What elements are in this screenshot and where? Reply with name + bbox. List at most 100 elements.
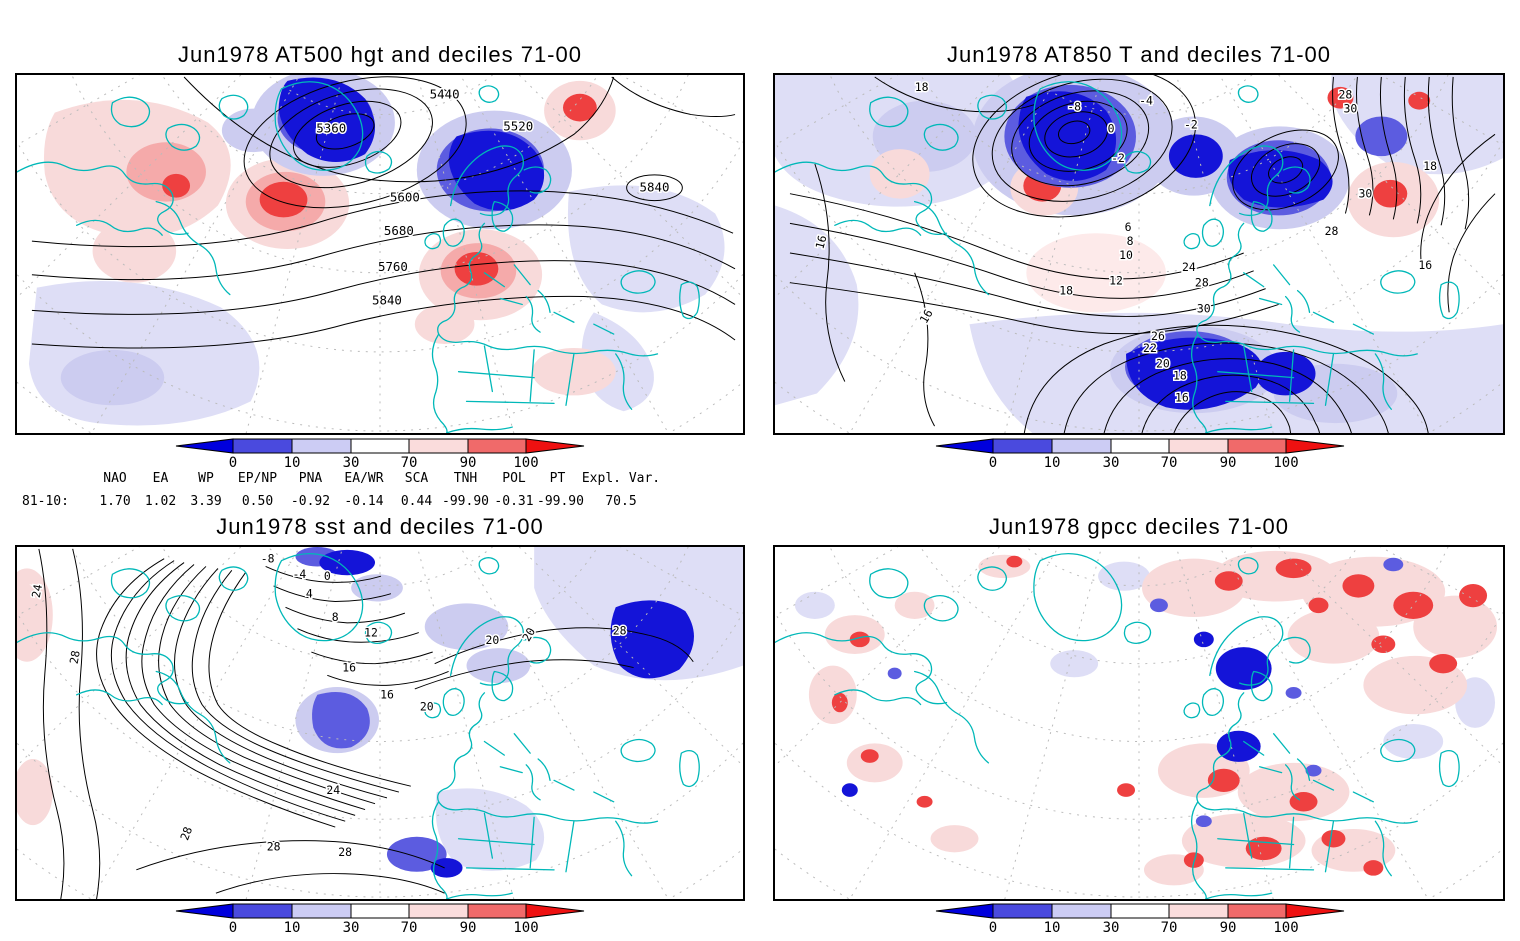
contour-label: 28: [613, 625, 627, 638]
contour-label: -8: [1067, 100, 1081, 114]
contour-label: 24: [30, 583, 45, 599]
contour-label: 16: [1418, 258, 1432, 272]
map-at500: 5440 5360 5520 5600 5680 5760 5840 5840: [17, 75, 743, 433]
tick-label: 70: [1160, 920, 1178, 936]
tick-label: 90: [459, 920, 477, 936]
indices-values-row: 81-10: 1.70 1.02 3.39 0.50 -0.92 -0.14 0…: [22, 493, 664, 510]
contour-label: 16: [812, 234, 829, 251]
colorbar-gpcc: 0 10 30 70 90 100: [935, 903, 1345, 941]
contour-label: -4: [1139, 94, 1153, 108]
panel-title-gpcc: Jun1978 gpcc deciles 71-00: [989, 514, 1289, 539]
contour-label: 5680: [384, 223, 414, 238]
contour-label: 28: [338, 846, 352, 859]
tick-label: 10: [1043, 455, 1061, 471]
tick-label: 100: [513, 920, 539, 936]
colorbar-seg-10-30: [1051, 903, 1112, 919]
tick-label: 30: [1102, 455, 1120, 471]
contour-label: 16: [342, 662, 356, 675]
contour-label: 5440: [430, 87, 460, 102]
contour-label: 4: [306, 588, 313, 601]
sst-contours: [38, 548, 694, 899]
index-column-wp: WP: [198, 471, 214, 486]
contour-label: 30: [1358, 187, 1372, 201]
index-column-epnp: EP/NP: [237, 471, 278, 486]
index-value-tnh: -99.90: [442, 494, 489, 509]
tick-label: 100: [1273, 455, 1299, 471]
colorbar-gradient: [175, 438, 585, 454]
contour-label: 8: [332, 611, 339, 624]
tick-label: 0: [988, 455, 998, 471]
contour-label: 30: [1344, 102, 1358, 116]
colorbar-left-arrow: [935, 438, 994, 454]
colorbar-seg-30-70: [1110, 438, 1170, 454]
colorbar-seg-90-100: [467, 438, 527, 454]
colorbar-left-arrow: [175, 438, 234, 454]
tick-label: 0: [228, 920, 238, 936]
contour-labels: 24 28 -8 -4 0 4 8 12 16 16 20 20 20 28 2…: [28, 551, 628, 860]
index-value-expl-var: 70.5: [605, 494, 637, 509]
map-at850: 18 28 30 -8 -4 0 -2 -2 6 8 10 12 18 24 2…: [775, 75, 1503, 433]
contour-label: 18: [915, 80, 929, 94]
contour-label: 30: [1197, 301, 1211, 315]
contour-label: 18: [1423, 159, 1437, 173]
colorbar-sst: 0 10 30 70 90 100: [175, 903, 585, 941]
colorbar-seg-0-10: [992, 438, 1053, 454]
contour-label: 5840: [640, 180, 670, 195]
tick-label: 10: [1043, 920, 1061, 936]
contour-label: 12: [1109, 274, 1123, 288]
index-value-ea: 1.02: [144, 494, 177, 509]
decile-shading: [28, 75, 725, 426]
colorbar-gradient: [175, 903, 585, 919]
colorbar-at850: 0 10 30 70 90 100: [935, 438, 1345, 476]
index-column-pt: PT: [549, 471, 566, 486]
indices-row-label: 81-10:: [22, 494, 69, 509]
panel-at850: 18 28 30 -8 -4 0 -2 -2 6 8 10 12 18 24 2…: [773, 73, 1505, 435]
contour-label: 5840: [372, 292, 402, 307]
height-contours: [31, 76, 736, 349]
colorbar-gradient: [935, 903, 1345, 919]
index-value-eawr: -0.14: [344, 494, 384, 509]
panel-sst: 24 28 -8 -4 0 4 8 12 16 16 20 20 20 28 2…: [15, 545, 745, 901]
colorbar-right-arrow: [525, 903, 585, 919]
panel-gpcc: [773, 545, 1505, 901]
contour-label: 24: [1182, 260, 1196, 274]
contour-label: 22: [1143, 341, 1157, 355]
colorbar-gradient: [935, 438, 1345, 454]
teleconnection-indices: NAO EA WP EP/NP PNA EA/WR SCA TNH POL PT…: [22, 470, 664, 516]
index-column-expl-var: Expl. Var.: [581, 471, 661, 486]
contour-labels: 18 28 30 -8 -4 0 -2 -2 6 8 10 12 18 24 2…: [811, 78, 1439, 405]
contour-label: 5360: [316, 120, 346, 135]
contour-label: 0: [1108, 121, 1115, 135]
contour-label: 16: [917, 307, 936, 326]
decile-shading: [17, 547, 743, 878]
tick-label: 70: [400, 920, 418, 936]
contour-label: 28: [1339, 88, 1353, 102]
contour-label: 20: [1156, 357, 1170, 371]
colorbar-seg-90-100: [467, 903, 527, 919]
index-column-pna: PNA: [298, 471, 323, 486]
tick-label: 10: [283, 455, 301, 471]
tick-label: 10: [283, 920, 301, 936]
colorbar-seg-70-90: [408, 438, 469, 454]
map-gpcc: [775, 547, 1503, 899]
contour-label: 8: [1127, 234, 1134, 248]
tick-label: 90: [1219, 920, 1237, 936]
tick-label: 70: [1160, 455, 1178, 471]
contour-label: 28: [1325, 224, 1339, 238]
panel-at500: 5440 5360 5520 5600 5680 5760 5840 5840: [15, 73, 745, 435]
contour-label: 6: [1125, 220, 1132, 234]
colorbar-seg-70-90: [1168, 903, 1229, 919]
index-column-ea: EA: [152, 471, 169, 486]
temperature-contours: [789, 75, 1496, 433]
contour-label: 10: [1119, 248, 1133, 262]
tick-label: 30: [342, 455, 360, 471]
colorbar-at500: 0 10 30 70 90 100: [175, 438, 585, 476]
colorbar-seg-10-30: [1051, 438, 1112, 454]
index-value-wp: 3.39: [190, 494, 222, 509]
index-column-nao: NAO: [103, 471, 127, 486]
colorbar-seg-10-30: [291, 438, 352, 454]
tick-label: 0: [228, 455, 238, 471]
contour-label: 28: [267, 840, 281, 853]
contour-label: 5520: [503, 118, 533, 133]
